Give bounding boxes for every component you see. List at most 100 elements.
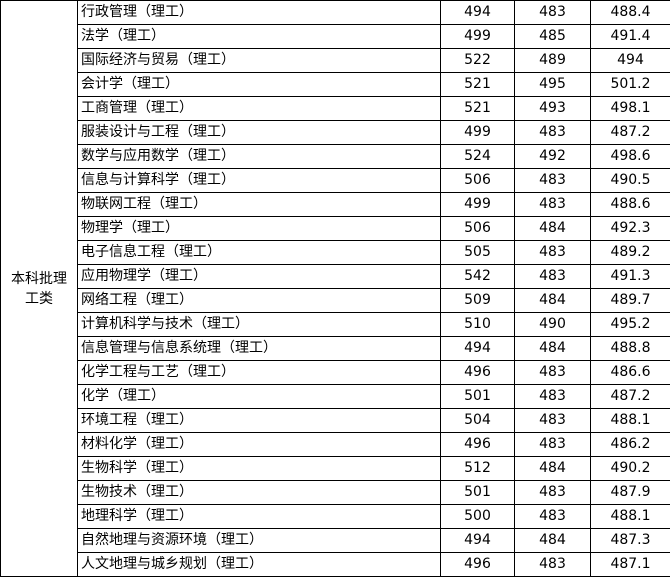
table-row: 物理学（理工） 506 484 492.3 bbox=[1, 216, 670, 241]
table-row: 环境工程（理工） 504 483 488.1 bbox=[1, 408, 670, 433]
score-cell: 483 bbox=[514, 120, 591, 145]
score-cell: 488.1 bbox=[590, 504, 670, 529]
score-cell: 483 bbox=[514, 240, 591, 265]
major-cell: 环境工程（理工） bbox=[77, 408, 441, 433]
table-row: 生物科学（理工） 512 484 490.2 bbox=[1, 456, 670, 481]
group-cell: 本科批理工类 bbox=[0, 0, 78, 577]
score-cell: 484 bbox=[514, 216, 591, 241]
major-cell: 生物科学（理工） bbox=[77, 456, 441, 481]
score-cell: 492.3 bbox=[590, 216, 670, 241]
table-row: 化学（理工） 501 483 487.2 bbox=[1, 384, 670, 409]
score-cell: 504 bbox=[440, 408, 515, 433]
score-cell: 487.9 bbox=[590, 480, 670, 505]
major-cell: 化学（理工） bbox=[77, 384, 441, 409]
score-cell: 486.6 bbox=[590, 360, 670, 385]
score-cell: 483 bbox=[514, 552, 591, 577]
major-cell: 法学（理工） bbox=[77, 24, 441, 49]
score-cell: 490.5 bbox=[590, 168, 670, 193]
major-cell: 网络工程（理工） bbox=[77, 288, 441, 313]
score-cell: 484 bbox=[514, 336, 591, 361]
score-cell: 499 bbox=[440, 120, 515, 145]
score-cell: 509 bbox=[440, 288, 515, 313]
table-row: 法学（理工） 499 485 491.4 bbox=[1, 24, 670, 49]
table-row: 计算机科学与技术（理工） 510 490 495.2 bbox=[1, 312, 670, 337]
major-cell: 人文地理与城乡规划（理工） bbox=[77, 552, 441, 577]
score-cell: 483 bbox=[514, 192, 591, 217]
score-cell: 512 bbox=[440, 456, 515, 481]
score-cell: 506 bbox=[440, 168, 515, 193]
major-cell: 数学与应用数学（理工） bbox=[77, 144, 441, 169]
table-row: 服装设计与工程（理工） 499 483 487.2 bbox=[1, 120, 670, 145]
major-cell: 电子信息工程（理工） bbox=[77, 240, 441, 265]
score-cell: 487.2 bbox=[590, 120, 670, 145]
score-cell: 491.4 bbox=[590, 24, 670, 49]
table-row: 工商管理（理工） 521 493 498.1 bbox=[1, 96, 670, 121]
score-cell: 506 bbox=[440, 216, 515, 241]
score-cell: 505 bbox=[440, 240, 515, 265]
score-cell: 488.8 bbox=[590, 336, 670, 361]
score-cell: 524 bbox=[440, 144, 515, 169]
score-cell: 487.2 bbox=[590, 384, 670, 409]
score-cell: 483 bbox=[514, 504, 591, 529]
score-cell: 499 bbox=[440, 24, 515, 49]
score-cell: 490 bbox=[514, 312, 591, 337]
table-row: 信息管理与信息系统理（理工） 494 484 488.8 bbox=[1, 336, 670, 361]
major-cell: 物联网工程（理工） bbox=[77, 192, 441, 217]
score-cell: 501.2 bbox=[590, 72, 670, 97]
score-cell: 498.1 bbox=[590, 96, 670, 121]
table-row: 人文地理与城乡规划（理工） 496 483 487.1 bbox=[1, 552, 670, 577]
score-cell: 489 bbox=[514, 48, 591, 73]
table-row: 自然地理与资源环境（理工） 494 484 487.3 bbox=[1, 528, 670, 553]
score-cell: 542 bbox=[440, 264, 515, 289]
table-row: 电子信息工程（理工） 505 483 489.2 bbox=[1, 240, 670, 265]
score-cell: 522 bbox=[440, 48, 515, 73]
score-cell: 483 bbox=[514, 408, 591, 433]
score-cell: 489.2 bbox=[590, 240, 670, 265]
table-row: 生物技术（理工） 501 483 487.9 bbox=[1, 480, 670, 505]
score-cell: 510 bbox=[440, 312, 515, 337]
score-cell: 496 bbox=[440, 360, 515, 385]
table-row: 物联网工程（理工） 499 483 488.6 bbox=[1, 192, 670, 217]
table-row: 会计学（理工） 521 495 501.2 bbox=[1, 72, 670, 97]
major-cell: 信息与计算科学（理工） bbox=[77, 168, 441, 193]
score-cell: 494 bbox=[440, 336, 515, 361]
score-cell: 483 bbox=[514, 480, 591, 505]
score-cell: 494 bbox=[440, 528, 515, 553]
score-cell: 498.6 bbox=[590, 144, 670, 169]
score-cell: 495.2 bbox=[590, 312, 670, 337]
score-cell: 501 bbox=[440, 384, 515, 409]
score-cell: 521 bbox=[440, 72, 515, 97]
score-cell: 493 bbox=[514, 96, 591, 121]
score-cell: 483 bbox=[514, 360, 591, 385]
major-cell: 自然地理与资源环境（理工） bbox=[77, 528, 441, 553]
table-row: 国际经济与贸易（理工） 522 489 494 bbox=[1, 48, 670, 73]
score-cell: 488.6 bbox=[590, 192, 670, 217]
major-cell: 国际经济与贸易（理工） bbox=[77, 48, 441, 73]
score-cell: 495 bbox=[514, 72, 591, 97]
score-cell: 483 bbox=[514, 384, 591, 409]
major-cell: 会计学（理工） bbox=[77, 72, 441, 97]
score-cell: 483 bbox=[514, 168, 591, 193]
score-cell: 491.3 bbox=[590, 264, 670, 289]
score-cell: 483 bbox=[514, 432, 591, 457]
score-cell: 484 bbox=[514, 456, 591, 481]
major-cell: 信息管理与信息系统理（理工） bbox=[77, 336, 441, 361]
score-cell: 494 bbox=[590, 48, 670, 73]
score-cell: 487.3 bbox=[590, 528, 670, 553]
table-row: 信息与计算科学（理工） 506 483 490.5 bbox=[1, 168, 670, 193]
major-cell: 化学工程与工艺（理工） bbox=[77, 360, 441, 385]
major-cell: 行政管理（理工） bbox=[77, 0, 441, 25]
score-cell: 501 bbox=[440, 480, 515, 505]
score-cell: 496 bbox=[440, 432, 515, 457]
score-cell: 488.4 bbox=[590, 0, 670, 25]
table-row: 材料化学（理工） 496 483 486.2 bbox=[1, 432, 670, 457]
table-row: 地理科学（理工） 500 483 488.1 bbox=[1, 504, 670, 529]
score-cell: 484 bbox=[514, 288, 591, 313]
major-cell: 生物技术（理工） bbox=[77, 480, 441, 505]
score-cell: 499 bbox=[440, 192, 515, 217]
score-cell: 487.1 bbox=[590, 552, 670, 577]
